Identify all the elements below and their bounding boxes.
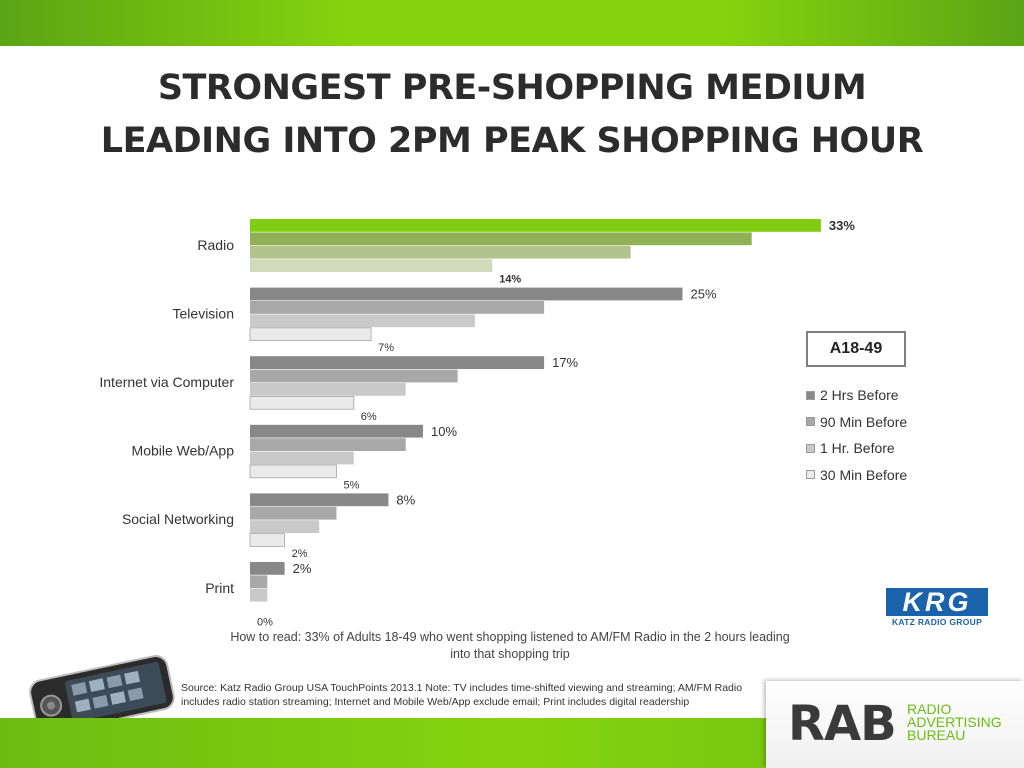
- legend-swatch-30-min-before: [806, 470, 815, 480]
- bar-mobile-web-app-2-hrs-before: [250, 424, 423, 438]
- bar-internet-via-computer-90-min-before: [250, 369, 458, 383]
- bar-internet-via-computer-1-hr-before: [250, 383, 406, 396]
- bar-print-2-hrs-before: [250, 562, 285, 575]
- bar-television-2-hrs-before: [250, 287, 683, 301]
- title-line-2: LEADING INTO 2PM PEAK SHOPPING HOUR: [100, 121, 924, 161]
- legend-swatch-1-hr-before: [806, 443, 815, 453]
- bar-print-90-min-before: [250, 575, 268, 589]
- bar-social-networking-30-min-before: [249, 533, 285, 547]
- legend-item-90-min-before: 90 Min Before: [806, 409, 946, 436]
- rab-logo-words: RADIO ADVERTISING BUREAU: [907, 701, 1002, 743]
- demographic-label: A18-49: [806, 331, 906, 367]
- legend-item-1-hr-before: 1 Hr. Before: [806, 435, 946, 462]
- data-label-television-30-min-before: 7%: [378, 342, 394, 354]
- krg-logo-caption: KATZ RADIO GROUP: [891, 617, 983, 627]
- bar-mobile-web-app-1-hr-before: [250, 451, 354, 465]
- bar-radio-90-min-before: [250, 232, 752, 246]
- legend-label-30-min-before: 30 Min Before: [820, 466, 908, 483]
- data-label-radio-2-hrs-before: 33%: [829, 218, 855, 233]
- category-label-print: Print: [205, 580, 234, 596]
- rab-word-3: BUREAU: [907, 727, 966, 743]
- rab-logo: RAB RADIO ADVERTISING BUREAU: [766, 681, 1024, 768]
- bar-social-networking-1-hr-before: [250, 520, 320, 533]
- bar-television-30-min-before: [249, 327, 372, 341]
- bar-radio-30-min-before: [250, 259, 493, 272]
- how-to-line-2: into that shopping trip: [450, 647, 570, 661]
- data-label-internet-via-computer-2-hrs-before: 17%: [552, 355, 578, 370]
- data-label-radio-30-min-before: 14%: [499, 274, 521, 286]
- top-green-band: [0, 0, 1024, 46]
- category-label-mobile-web-app: Mobile Web/App: [132, 443, 235, 459]
- bar-radio-1-hr-before: [250, 245, 631, 259]
- data-label-social-networking-30-min-before: 2%: [292, 548, 308, 560]
- data-label-social-networking-2-hrs-before: 8%: [396, 492, 415, 507]
- bar-television-1-hr-before: [250, 314, 475, 328]
- bar-mobile-web-app-30-min-before: [249, 464, 337, 479]
- bar-social-networking-2-hrs-before: [250, 493, 389, 507]
- krg-logo: KRG KATZ RADIO GROUP: [884, 586, 990, 629]
- bar-internet-via-computer-30-min-before: [249, 395, 355, 410]
- slide-title: STRONGEST PRE-SHOPPING MEDIUM LEADING IN…: [0, 62, 1024, 168]
- legend-label-2-hrs-before: 2 Hrs Before: [820, 387, 899, 404]
- category-label-internet-via-computer: Internet via Computer: [99, 374, 234, 390]
- bar-radio-2-hrs-before: [250, 219, 821, 232]
- bar-television-90-min-before: [250, 301, 545, 314]
- data-label-television-2-hrs-before: 25%: [691, 287, 717, 302]
- category-label-social-networking: Social Networking: [122, 511, 234, 527]
- smartphone-icon: [29, 655, 175, 735]
- bar-print-1-hr-before: [250, 588, 268, 602]
- how-to-line-1: How to read: 33% of Adults 18-49 who wen…: [230, 630, 790, 644]
- category-label-television: Television: [173, 305, 234, 321]
- legend-swatch-90-min-before: [806, 417, 815, 427]
- krg-logo-letters: KRG: [886, 588, 988, 616]
- bar-internet-via-computer-2-hrs-before: [250, 356, 545, 369]
- source-note: Source: Katz Radio Group USA TouchPoints…: [181, 681, 761, 709]
- data-label-internet-via-computer-30-min-before: 6%: [361, 411, 377, 423]
- legend-item-2-hrs-before: 2 Hrs Before: [806, 382, 946, 409]
- legend-swatch-2-hrs-before: [806, 390, 815, 400]
- data-label-print-30-min-before: 0%: [257, 617, 273, 629]
- data-label-print-2-hrs-before: 2%: [293, 561, 312, 576]
- legend-label-1-hr-before: 1 Hr. Before: [820, 440, 895, 457]
- legend-item-30-min-before: 30 Min Before: [806, 462, 946, 489]
- bar-mobile-web-app-90-min-before: [250, 438, 406, 451]
- source-line-2: includes radio station streaming; Intern…: [181, 696, 690, 708]
- rab-word-2: ADVERTISING: [907, 714, 1002, 730]
- rab-logo-letters: RAB: [788, 696, 897, 752]
- title-line-1: STRONGEST PRE-SHOPPING MEDIUM: [157, 68, 867, 108]
- bar-social-networking-90-min-before: [250, 506, 337, 520]
- rab-word-1: RADIO: [907, 701, 952, 717]
- how-to-read-note: How to read: 33% of Adults 18-49 who wen…: [200, 629, 820, 663]
- source-line-1: Source: Katz Radio Group USA TouchPoints…: [181, 682, 743, 694]
- data-label-mobile-web-app-30-min-before: 5%: [344, 479, 360, 491]
- data-label-mobile-web-app-2-hrs-before: 10%: [431, 424, 457, 439]
- legend-label-90-min-before: 90 Min Before: [820, 413, 908, 430]
- category-label-radio: Radio: [197, 237, 234, 253]
- chart-legend: 2 Hrs Before 90 Min Before 1 Hr. Before 30 …: [806, 382, 946, 488]
